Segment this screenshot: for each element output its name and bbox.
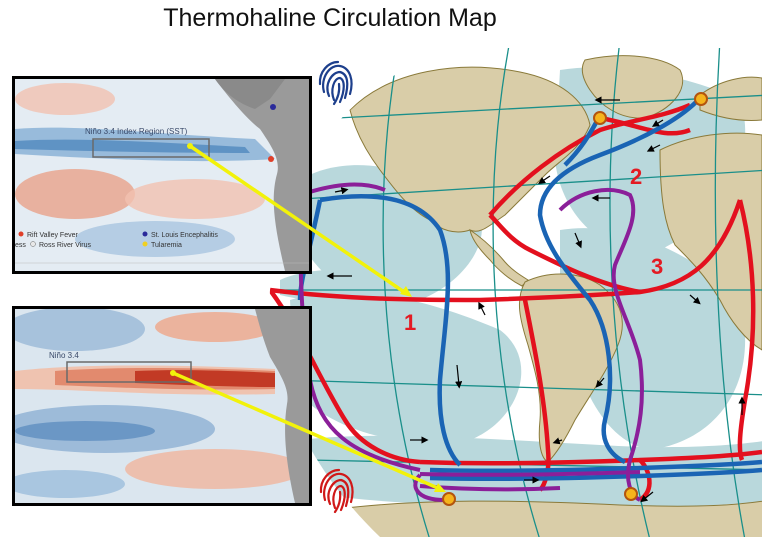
region-label-3: 3 xyxy=(651,254,663,279)
region-label-1: 1 xyxy=(404,310,416,335)
legend-label-rift-valley: Rift Valley Fever xyxy=(27,232,78,239)
region-numbers: 1 2 3 xyxy=(404,164,663,335)
legend-label-ross-river: Ross River Virus xyxy=(39,242,91,249)
region-label-2: 2 xyxy=(630,164,642,189)
legend-label-st-louis: St. Louis Encephalitis xyxy=(151,232,218,239)
marker-ross xyxy=(442,492,456,506)
marker-greenland xyxy=(694,92,708,106)
inset-top-map: Niño 3.4 Index Region (SST) Rift Valley … xyxy=(12,76,312,274)
fingerprint-icon xyxy=(318,60,353,106)
marker-labrador xyxy=(593,111,607,125)
marker-weddell xyxy=(624,487,638,501)
map-globe xyxy=(269,48,762,537)
legend-partial-text: ess xyxy=(15,242,26,249)
cold-current-paths xyxy=(297,96,762,482)
inset-bottom-map: Niño 3.4 xyxy=(12,306,312,506)
inset-top-region-label: Niño 3.4 Index Region (SST) xyxy=(85,127,188,136)
land-masses xyxy=(329,55,762,537)
legend-label-tularemia: Tularemia xyxy=(151,242,182,249)
diagram-title: Thermohaline Circulation Map xyxy=(163,4,497,32)
inset-bottom-region-label: Niño 3.4 xyxy=(49,351,79,360)
sinking-markers xyxy=(442,92,708,506)
